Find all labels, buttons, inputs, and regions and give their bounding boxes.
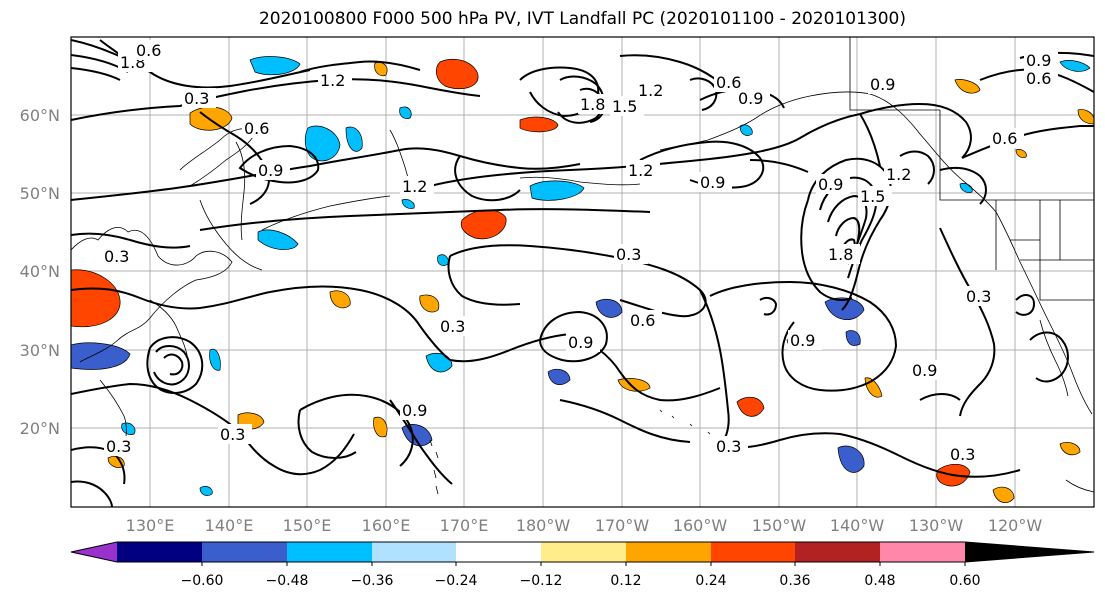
contour-label: 0.3 [184,89,209,108]
colorbar-tick-labels: −0.60 −0.48 −0.36 −0.24 −0.12 0.12 0.24 … [181,573,981,589]
contour-label: 1.2 [638,81,663,100]
lon-label: 130°E [126,516,175,535]
lon-label: 150°W [752,516,807,535]
lon-label: 180°W [516,516,571,535]
political-borders [849,37,1094,301]
contour-label: 1.2 [320,71,345,90]
lon-label: 170°E [440,516,489,535]
contour-label: 1.5 [860,187,885,206]
colorbar-swatch [456,542,541,562]
contour-label: 0.6 [992,129,1017,148]
colorbar-swatch [71,542,117,562]
contour-label: 1.2 [628,161,653,180]
colorbar-tick-label: −0.60 [181,573,224,589]
colorbar-tick-label: −0.48 [266,573,309,589]
contour-label: 0.3 [950,445,975,464]
colorbar-tick-label: −0.24 [435,573,478,589]
lat-label: 50°N [20,184,60,203]
lon-label: 120°W [988,516,1043,535]
contour-label: 0.9 [1026,51,1051,70]
contour-label: 0.9 [258,161,283,180]
negative-anomaly-patches [71,56,1091,496]
colorbar-swatch [202,542,287,562]
lon-label: 160°E [362,516,411,535]
colorbar-tick-label: 0.60 [949,573,980,589]
colorbar-swatches [71,542,1094,562]
contour-label: 1.2 [886,165,911,184]
coastlines [71,91,1094,495]
lat-label: 60°N [20,106,60,125]
lon-label: 140°E [205,516,254,535]
colorbar-tick-label: 0.48 [864,573,895,589]
colorbar-tick-label: 0.36 [779,573,810,589]
contour-label: 1.2 [402,177,427,196]
contour-label: 0.9 [912,361,937,380]
contour-label: 0.9 [870,75,895,94]
longitude-labels: 130°E 140°E 150°E 160°E 170°E 180°W 170°… [126,516,1043,535]
contour-label: 0.9 [402,401,427,420]
colorbar-tick-label: −0.12 [520,573,563,589]
contour-label: 0.6 [1026,69,1051,88]
colorbar-swatch [880,542,965,562]
colorbar-swatch [795,542,880,562]
colorbar-tick-label: −0.36 [351,573,394,589]
lon-label: 160°W [673,516,728,535]
contour-label: 1.5 [612,97,637,116]
contour-label: 0.9 [700,173,725,192]
contour-label: 0.6 [244,119,269,138]
contour-labels: 1.8 1.2 0.6 0.3 0.9 1.2 1.8 1.5 1.2 0.6 [102,40,1058,464]
contour-label: 0.3 [104,247,129,266]
colorbar-swatch [372,542,456,562]
positive-anomaly-patches [71,58,1094,504]
contour-label: 1.8 [828,245,853,264]
contour-label: 0.6 [136,41,161,60]
lon-label: 150°E [283,516,332,535]
contour-label: 1.8 [580,95,605,114]
contour-label: 0.6 [630,311,655,330]
contour-label: 0.6 [716,73,741,92]
colorbar-swatch [541,542,626,562]
map-panel: 1.8 1.2 0.6 0.3 0.9 1.2 1.8 1.5 1.2 0.6 [70,36,1095,508]
lon-label: 140°W [830,516,885,535]
contour-label: 0.9 [818,175,843,194]
contour-label: 0.3 [106,437,131,456]
contour-label: 0.9 [738,89,763,108]
colorbar-swatch [965,542,1094,562]
colorbar-tick-marks [201,562,966,566]
colorbar-swatch [117,542,202,562]
colorbar-tick-label: 0.24 [695,573,726,589]
contour-label: 0.3 [220,425,245,444]
contour-label: 0.9 [568,333,593,352]
lon-label: 170°W [595,516,650,535]
colorbar-tick-label: 0.12 [610,573,641,589]
contour-label: 0.3 [716,437,741,456]
lat-label: 20°N [20,419,60,438]
contour-label: 0.3 [440,317,465,336]
contour-label: 0.3 [966,287,991,306]
colorbar-swatch [711,542,795,562]
latitude-labels: 60°N 50°N 40°N 30°N 20°N [20,106,60,438]
colorbar-swatch [626,542,711,562]
lat-label: 30°N [20,341,60,360]
contour-label: 0.3 [616,245,641,264]
lat-label: 40°N [20,262,60,281]
contour-label: 0.9 [790,331,815,350]
colorbar: −0.60 −0.48 −0.36 −0.24 −0.12 0.12 0.24 … [70,541,1095,589]
map-frame [70,36,1095,508]
lon-label: 130°W [909,516,964,535]
map-title: 2020100800 F000 500 hPa PV, IVT Landfall… [258,9,906,29]
colorbar-swatch [287,542,372,562]
